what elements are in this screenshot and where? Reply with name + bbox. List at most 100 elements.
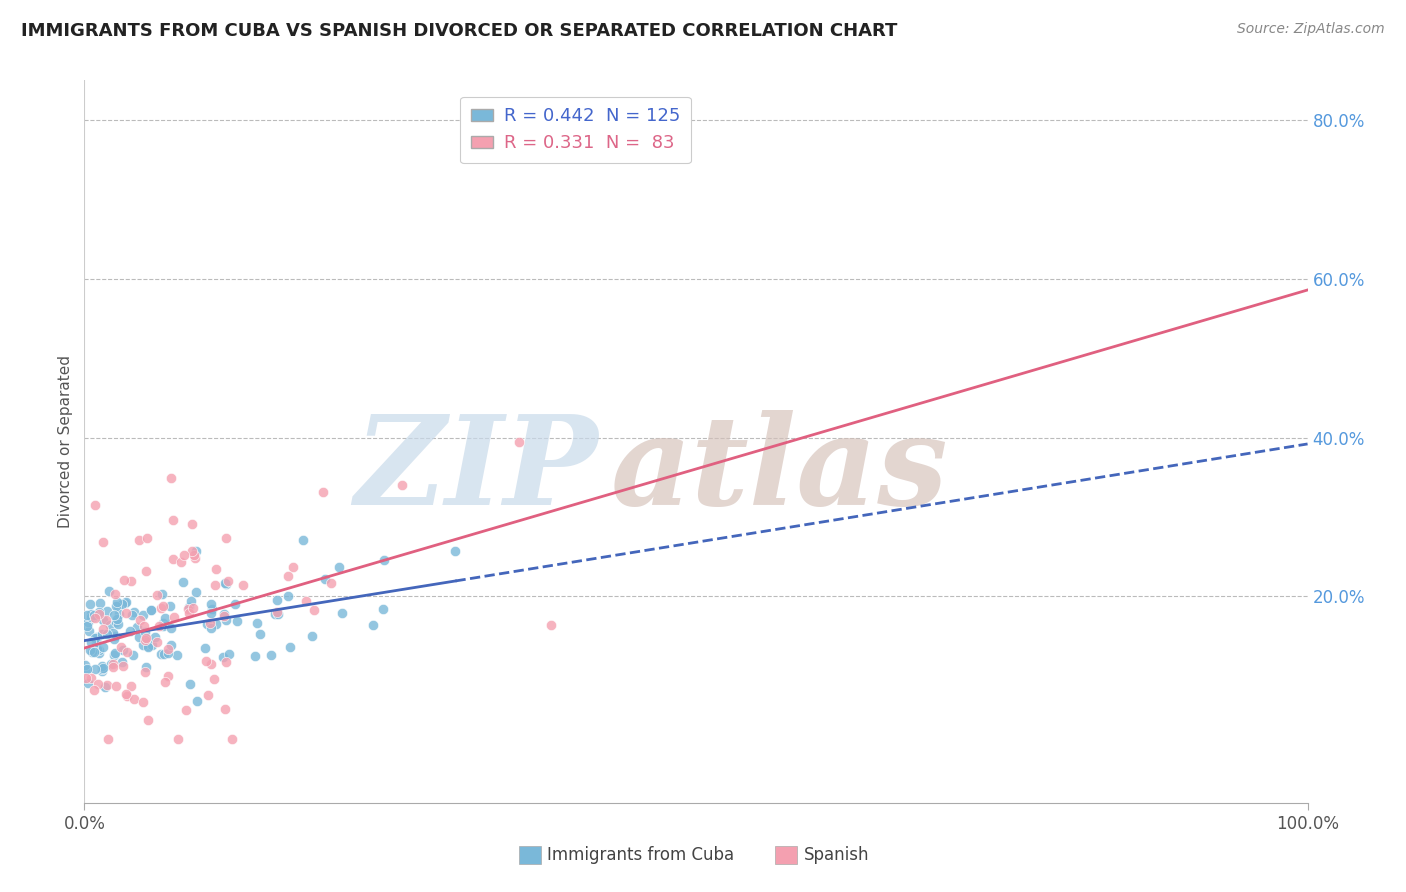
Point bbox=[84, 610, 107, 624]
Point bbox=[508, 434, 530, 449]
Text: ZIP: ZIP bbox=[354, 409, 598, 532]
Point bbox=[135, 631, 157, 645]
Point bbox=[105, 595, 128, 609]
Point bbox=[76, 618, 98, 632]
Point bbox=[200, 621, 222, 635]
Point bbox=[181, 544, 204, 558]
Point bbox=[76, 662, 98, 676]
Point bbox=[105, 612, 128, 626]
Point bbox=[136, 532, 159, 546]
Point bbox=[186, 584, 208, 599]
Point bbox=[314, 572, 336, 586]
Y-axis label: Divorced or Separated: Divorced or Separated bbox=[58, 355, 73, 528]
Point bbox=[79, 597, 101, 611]
Point bbox=[87, 677, 110, 691]
Point bbox=[215, 577, 238, 591]
Point bbox=[101, 657, 124, 672]
Point bbox=[277, 589, 299, 603]
Point bbox=[83, 607, 105, 622]
Point bbox=[80, 634, 103, 648]
Point bbox=[218, 647, 240, 661]
Point bbox=[302, 603, 325, 617]
Point bbox=[112, 642, 135, 657]
Point bbox=[153, 674, 176, 689]
Point bbox=[162, 552, 184, 566]
Point bbox=[160, 471, 183, 485]
Point bbox=[200, 606, 222, 620]
Point bbox=[201, 602, 224, 616]
Point bbox=[540, 617, 562, 632]
Point bbox=[105, 615, 128, 629]
Point bbox=[134, 625, 156, 640]
Point bbox=[156, 646, 179, 660]
Point bbox=[80, 607, 103, 621]
Point bbox=[94, 613, 117, 627]
Point bbox=[195, 654, 218, 668]
Point bbox=[132, 619, 155, 633]
Point bbox=[156, 668, 179, 682]
Point bbox=[100, 657, 122, 671]
Point bbox=[91, 534, 114, 549]
Point bbox=[143, 630, 166, 644]
Point bbox=[173, 548, 195, 562]
Point bbox=[295, 593, 318, 607]
Point bbox=[184, 551, 207, 566]
Point bbox=[170, 555, 193, 569]
Point bbox=[114, 687, 136, 701]
Point bbox=[141, 638, 163, 652]
Point bbox=[200, 657, 222, 672]
Point bbox=[86, 630, 108, 644]
Point bbox=[232, 578, 254, 592]
Point bbox=[80, 671, 103, 685]
Point bbox=[105, 680, 128, 694]
Point bbox=[77, 676, 100, 690]
Point bbox=[162, 513, 184, 527]
Point bbox=[160, 638, 183, 652]
Point bbox=[183, 548, 205, 562]
Point bbox=[177, 602, 200, 616]
Point bbox=[82, 645, 104, 659]
Point bbox=[150, 601, 173, 615]
Point bbox=[125, 620, 148, 634]
Point bbox=[153, 647, 176, 661]
Point bbox=[197, 688, 219, 702]
Text: IMMIGRANTS FROM CUBA VS SPANISH DIVORCED OR SEPARATED CORRELATION CHART: IMMIGRANTS FROM CUBA VS SPANISH DIVORCED… bbox=[21, 22, 897, 40]
Point bbox=[136, 713, 159, 727]
Point bbox=[129, 613, 152, 627]
Point bbox=[215, 655, 238, 669]
Point bbox=[194, 641, 217, 656]
Point bbox=[101, 626, 124, 640]
Point bbox=[80, 610, 103, 624]
Point bbox=[97, 584, 120, 599]
Point bbox=[134, 632, 156, 647]
Point bbox=[132, 638, 155, 652]
Point bbox=[96, 604, 118, 618]
Point bbox=[117, 689, 139, 703]
Point bbox=[105, 599, 128, 613]
Point bbox=[444, 544, 467, 558]
Point bbox=[93, 613, 115, 627]
Point bbox=[174, 703, 197, 717]
Point bbox=[96, 627, 118, 641]
Point bbox=[136, 632, 159, 646]
Point bbox=[84, 635, 107, 649]
Point bbox=[221, 732, 243, 747]
Point bbox=[114, 595, 136, 609]
Point bbox=[150, 587, 173, 601]
Point bbox=[217, 574, 239, 589]
Point bbox=[179, 599, 201, 614]
Point bbox=[141, 603, 163, 617]
Point bbox=[195, 617, 218, 632]
Point bbox=[177, 606, 200, 620]
Point bbox=[87, 643, 110, 657]
Point bbox=[77, 615, 100, 629]
Point bbox=[91, 660, 114, 674]
Point bbox=[148, 619, 170, 633]
Point bbox=[120, 574, 142, 588]
Point bbox=[73, 657, 96, 672]
Point bbox=[328, 559, 350, 574]
Point bbox=[264, 607, 287, 622]
Point bbox=[79, 642, 101, 657]
Point bbox=[76, 607, 98, 622]
Point bbox=[172, 574, 194, 589]
